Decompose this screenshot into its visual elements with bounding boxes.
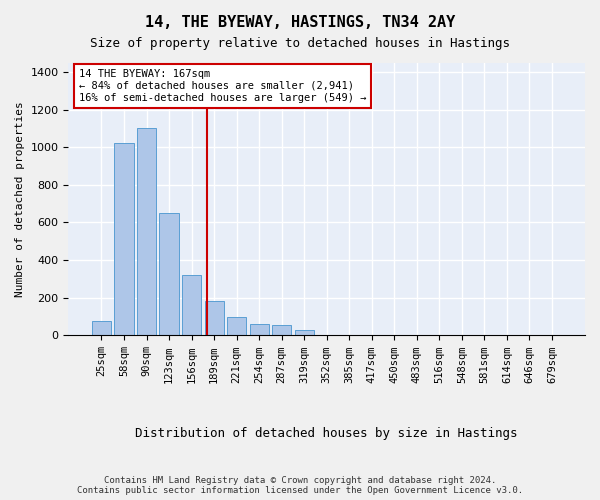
Y-axis label: Number of detached properties: Number of detached properties: [15, 101, 25, 297]
Text: Contains HM Land Registry data © Crown copyright and database right 2024.
Contai: Contains HM Land Registry data © Crown c…: [77, 476, 523, 495]
Bar: [227, 318, 246, 336]
Text: Size of property relative to detached houses in Hastings: Size of property relative to detached ho…: [90, 38, 510, 51]
Bar: [160, 213, 179, 336]
Bar: [182, 275, 201, 336]
Bar: [115, 144, 134, 336]
X-axis label: Distribution of detached houses by size in Hastings: Distribution of detached houses by size …: [136, 427, 518, 440]
Bar: [205, 300, 224, 336]
Bar: [272, 325, 291, 336]
Bar: [250, 324, 269, 336]
Text: 14, THE BYEWAY, HASTINGS, TN34 2AY: 14, THE BYEWAY, HASTINGS, TN34 2AY: [145, 15, 455, 30]
Bar: [295, 330, 314, 336]
Bar: [92, 321, 111, 336]
Text: 14 THE BYEWAY: 167sqm
← 84% of detached houses are smaller (2,941)
16% of semi-d: 14 THE BYEWAY: 167sqm ← 84% of detached …: [79, 70, 366, 102]
Bar: [137, 128, 156, 336]
